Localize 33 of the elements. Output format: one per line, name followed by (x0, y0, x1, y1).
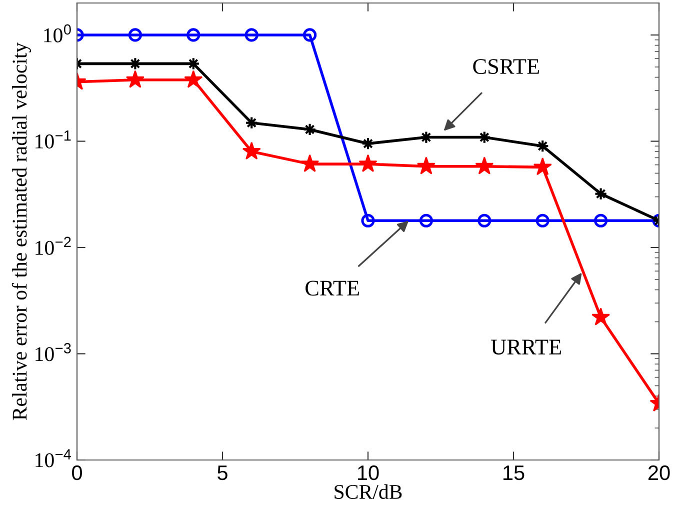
point (475, 156, 494, 174)
annotation: CRTE (306, 280, 359, 296)
point (361, 214, 375, 228)
x-tick-label: 20 (648, 465, 670, 480)
point (478, 214, 492, 228)
point (533, 157, 552, 176)
x-axis-title: SCR/dB (334, 484, 402, 499)
point (244, 28, 258, 42)
point (300, 154, 320, 172)
point (186, 28, 200, 42)
y-tick-label: 10$^{−2}$ (36, 236, 71, 255)
y-tick-label: 10$^{0}$ (44, 24, 71, 42)
point (536, 214, 550, 228)
x-tick-label: 0 (72, 465, 82, 480)
point (184, 70, 203, 88)
x-tick-label: 5 (218, 466, 228, 480)
point (126, 70, 144, 88)
annotation: CSRTE (473, 59, 539, 74)
point (128, 28, 142, 42)
y-tick-label: 10$^{−4}$ (36, 449, 72, 468)
y-tick-label: 10$^{−1}$ (36, 130, 71, 148)
point (594, 214, 608, 228)
point (302, 28, 317, 42)
y-tick-label: 10$^{−3}$ (36, 343, 71, 362)
point (358, 154, 378, 172)
point (242, 142, 261, 160)
annotation: URRTE (491, 340, 561, 355)
x-tick-label: 10 (358, 465, 379, 480)
y-axis-title: Relative error of the estimated radial velocity (12, 42, 32, 420)
x-tick-label: 15 (504, 466, 524, 480)
point (416, 156, 436, 174)
point (419, 214, 434, 228)
point (592, 308, 610, 326)
